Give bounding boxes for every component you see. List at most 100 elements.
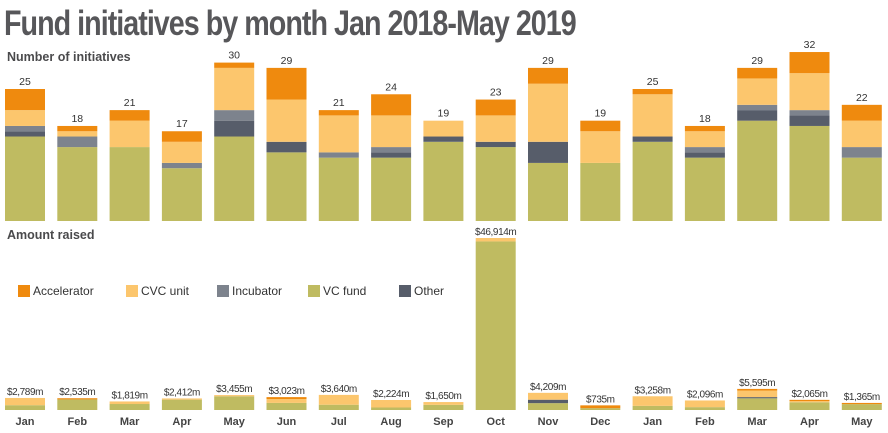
bar-segment-vc-fund bbox=[318, 157, 359, 221]
amount-segment-vc-fund bbox=[528, 403, 568, 410]
bar-total-label: 18 bbox=[699, 113, 711, 125]
legend-item-other: Other bbox=[399, 284, 444, 298]
bar-segment-vc-fund bbox=[684, 157, 725, 221]
bar-segment-vc-fund bbox=[109, 147, 150, 221]
x-tick-label: May bbox=[851, 416, 873, 428]
bar-segment-accelerator bbox=[475, 99, 516, 116]
x-tick-label: Apr bbox=[800, 416, 820, 428]
amount-total-label: $2,065m bbox=[791, 389, 827, 400]
amount-total-label: $1,365m bbox=[844, 392, 880, 403]
bar-segment-accelerator bbox=[371, 94, 412, 116]
bar-total-label: 23 bbox=[490, 87, 502, 99]
bar-segment-other bbox=[789, 115, 830, 126]
amount-segment-cvc-unit bbox=[214, 395, 255, 397]
amount-segment-accelerator bbox=[580, 405, 621, 409]
bar-segment-accelerator bbox=[841, 104, 882, 121]
amount-total-label: $2,096m bbox=[687, 389, 723, 400]
amount-segment-accelerator bbox=[57, 398, 98, 400]
bar-segment-vc-fund bbox=[5, 136, 45, 221]
bar-segment-other bbox=[475, 141, 516, 148]
bar-segment-cvc-unit bbox=[841, 120, 882, 148]
bar-segment-cvc-unit bbox=[371, 115, 412, 148]
bar-segment-other bbox=[5, 131, 45, 137]
bar-segment-cvc-unit bbox=[109, 120, 150, 148]
legend-label: VC fund bbox=[323, 284, 367, 298]
bar-segment-other bbox=[266, 141, 307, 153]
amount-segment-vc-fund bbox=[632, 405, 673, 410]
legend-label: Accelerator bbox=[33, 284, 94, 298]
bar-segment-incubator bbox=[789, 110, 830, 116]
bar-segment-cvc-unit bbox=[632, 94, 673, 137]
x-tick-label: Sep bbox=[433, 416, 453, 428]
bar-segment-vc-fund bbox=[528, 162, 568, 221]
amount-segment-vc-fund bbox=[789, 402, 830, 410]
legend-swatch bbox=[308, 285, 320, 297]
x-tick-label: Feb bbox=[68, 416, 88, 428]
bar-segment-incubator bbox=[841, 147, 882, 158]
bar-segment-other bbox=[737, 110, 778, 121]
bar-total-label: 25 bbox=[647, 76, 659, 88]
bar-segment-cvc-unit bbox=[57, 131, 98, 137]
bar-segment-cvc-unit bbox=[266, 99, 307, 142]
legend-item-accelerator: Accelerator bbox=[18, 284, 126, 298]
bar-segment-cvc-unit bbox=[5, 110, 45, 126]
amount-segment-vc-fund bbox=[371, 407, 412, 410]
amount-segment-vc-fund bbox=[214, 396, 255, 410]
amount-segment-cvc-unit bbox=[423, 402, 464, 405]
amount-segment-vc-fund bbox=[841, 404, 882, 410]
amount-segment-vc-fund bbox=[580, 408, 621, 410]
bar-segment-incubator bbox=[57, 136, 98, 148]
x-tick-label: Jul bbox=[331, 416, 347, 428]
bar-total-label: 30 bbox=[228, 50, 240, 62]
x-tick-label: Jun bbox=[277, 416, 297, 428]
amount-total-label: $735m bbox=[586, 394, 615, 405]
bar-segment-accelerator bbox=[5, 89, 45, 111]
bar-segment-cvc-unit bbox=[737, 78, 778, 105]
amount-total-label: $3,258m bbox=[635, 385, 671, 396]
bar-segment-vc-fund bbox=[841, 157, 882, 221]
bar-segment-other bbox=[214, 120, 255, 137]
bar-segment-accelerator bbox=[161, 131, 202, 142]
amount-segment-cvc-unit bbox=[161, 398, 202, 400]
bar-segment-vc-fund bbox=[161, 168, 202, 221]
legend-item-cvc-unit: CVC unit bbox=[126, 284, 217, 298]
amount-total-label: $2,412m bbox=[164, 387, 200, 398]
bar-segment-other bbox=[423, 136, 464, 142]
x-tick-label: Mar bbox=[747, 416, 767, 428]
x-tick-label: Aug bbox=[380, 416, 401, 428]
bar-segment-other bbox=[632, 136, 673, 142]
x-tick-label: Feb bbox=[695, 416, 715, 428]
bar-segment-vc-fund bbox=[266, 152, 307, 221]
amount-segment-vc-fund bbox=[423, 404, 464, 410]
bar-segment-vc-fund bbox=[580, 162, 621, 221]
legend: Accelerator CVC unit Incubator VC fund O… bbox=[18, 284, 444, 298]
amount-segment-vc-fund bbox=[737, 398, 778, 410]
bar-segment-incubator bbox=[214, 110, 255, 121]
legend-swatch bbox=[217, 285, 229, 297]
bar-segment-incubator bbox=[684, 147, 725, 153]
legend-item-incubator: Incubator bbox=[217, 284, 308, 298]
bar-segment-cvc-unit bbox=[528, 83, 568, 142]
bar-total-label: 29 bbox=[751, 55, 763, 67]
bar-total-label: 29 bbox=[281, 55, 293, 67]
bar-total-label: 25 bbox=[19, 76, 31, 88]
bar-total-label: 19 bbox=[438, 108, 450, 120]
bar-total-label: 18 bbox=[71, 113, 83, 125]
bar-segment-accelerator bbox=[632, 89, 673, 95]
amount-segment-cvc-unit bbox=[684, 400, 725, 408]
bar-segment-vc-fund bbox=[737, 120, 778, 221]
amount-segment-cvc-unit bbox=[371, 399, 412, 408]
legend-swatch bbox=[126, 285, 138, 297]
amount-segment-cvc-unit bbox=[5, 397, 45, 406]
amount-segment-cvc-unit bbox=[266, 399, 307, 403]
amount-segment-other bbox=[737, 397, 778, 399]
amount-segment-accelerator bbox=[737, 388, 778, 391]
bar-segment-cvc-unit bbox=[684, 131, 725, 148]
amount-segment-vc-fund bbox=[266, 402, 307, 410]
bar-segment-other bbox=[684, 152, 725, 158]
bar-segment-cvc-unit bbox=[423, 120, 464, 137]
amount-total-label: $2,535m bbox=[59, 387, 95, 398]
bar-segment-accelerator bbox=[684, 125, 725, 132]
amount-total-label: $46,914m bbox=[475, 227, 516, 238]
